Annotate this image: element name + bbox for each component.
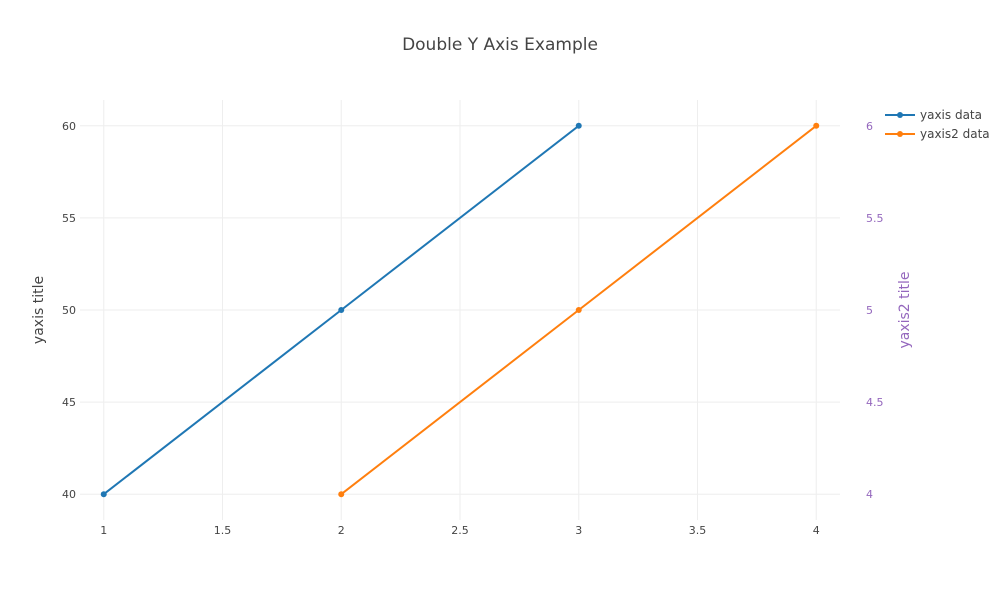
legend[interactable]: yaxis data yaxis2 data [885, 108, 990, 141]
y-axis-title: yaxis title [31, 276, 47, 344]
legend-label: yaxis data [920, 108, 982, 122]
data-point [813, 122, 820, 129]
y2-tick-label: 4.5 [866, 396, 884, 409]
x-tick-label: 3.5 [689, 524, 707, 537]
x-tick-label: 1 [100, 524, 107, 537]
legend-label: yaxis2 data [920, 127, 990, 141]
data-point [575, 307, 582, 313]
y2-tick-label: 5.5 [866, 212, 884, 225]
data-point [575, 122, 582, 129]
x-tick-label: 3 [575, 524, 582, 537]
x-tick-label: 4 [813, 524, 820, 537]
series-lines [100, 122, 820, 498]
y2-axis-title: yaxis2 title [897, 271, 913, 348]
chart-title: Double Y Axis Example [402, 35, 598, 55]
x-tick-label: 2 [338, 524, 345, 537]
x-tick-label: 2.5 [451, 524, 469, 537]
legend-item[interactable]: yaxis data [885, 108, 982, 122]
y-tick-label: 40 [62, 488, 76, 501]
y-tick-label: 55 [62, 212, 76, 225]
y2-tick-label: 5 [866, 304, 873, 317]
data-point [100, 491, 107, 498]
x-tick-label: 1.5 [214, 524, 232, 537]
legend-item[interactable]: yaxis2 data [885, 127, 990, 141]
y2-tick-label: 4 [866, 488, 873, 501]
y-tick-label: 60 [62, 120, 76, 133]
y-tick-label: 45 [62, 396, 76, 409]
y-axis-ticks: 40 45 50 55 60 [62, 120, 76, 501]
legend-marker [897, 112, 903, 118]
y-tick-label: 50 [62, 304, 76, 317]
grid-lines [80, 100, 840, 520]
data-point [338, 307, 345, 313]
data-point [338, 491, 345, 498]
y2-tick-label: 6 [866, 120, 873, 133]
legend-marker [897, 131, 903, 137]
x-axis-ticks: 1 1.5 2 2.5 3 3.5 4 [100, 524, 820, 537]
y2-axis-ticks: 4 4.5 5 5.5 6 [866, 120, 884, 501]
